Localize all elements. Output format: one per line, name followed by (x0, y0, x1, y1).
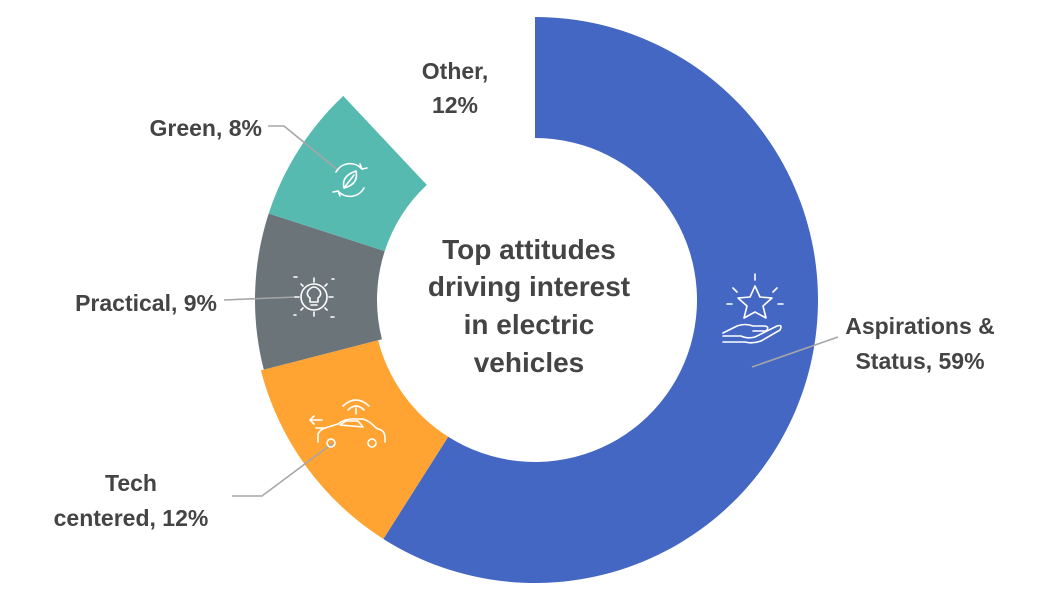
leader-line-tech (232, 442, 334, 497)
slice-label-tech: Tech centered, 12% (54, 470, 209, 531)
slice-label-green-line-1: Green, 8% (150, 115, 263, 141)
donut-slices (255, 17, 818, 583)
slice-label-other-line-2: 12% (432, 92, 478, 118)
slice-label-tech-line-2: centered, 12% (54, 505, 209, 531)
slice-tech-centered (260, 340, 449, 539)
slice-label-other: Other, 12% (422, 58, 488, 118)
chart-title-line-3: in electric (464, 309, 595, 340)
chart-title-line-1: Top attitudes (442, 234, 616, 265)
chart-title: Top attitudes driving interest in electr… (428, 234, 630, 378)
hand-star-icon (722, 273, 784, 344)
connected-car-icon (309, 399, 386, 448)
slice-aspirations-status (383, 17, 818, 583)
slice-label-green: Green, 8% (150, 115, 263, 141)
slice-label-practical-line-1: Practical, 9% (75, 290, 217, 316)
slice-label-practical: Practical, 9% (75, 290, 217, 316)
gear-lightbulb-icon (293, 276, 335, 318)
chart-title-line-4: vehicles (474, 347, 585, 378)
slice-green (268, 95, 427, 252)
leader-line-aspirations (751, 336, 839, 368)
slice-label-other-line-1: Other, (422, 58, 488, 84)
recycle-leaf-icon (332, 162, 368, 198)
leader-line-practical (223, 296, 297, 301)
slice-label-tech-line-1: Tech (105, 470, 157, 496)
leader-line-green (268, 125, 340, 172)
slice-label-aspirations-line-2: Status, 59% (855, 348, 984, 374)
slice-other (341, 17, 535, 182)
slice-label-aspirations-line-1: Aspirations & (845, 313, 995, 339)
slice-label-aspirations: Aspirations & Status, 59% (845, 313, 995, 374)
chart-title-line-2: driving interest (428, 271, 630, 302)
